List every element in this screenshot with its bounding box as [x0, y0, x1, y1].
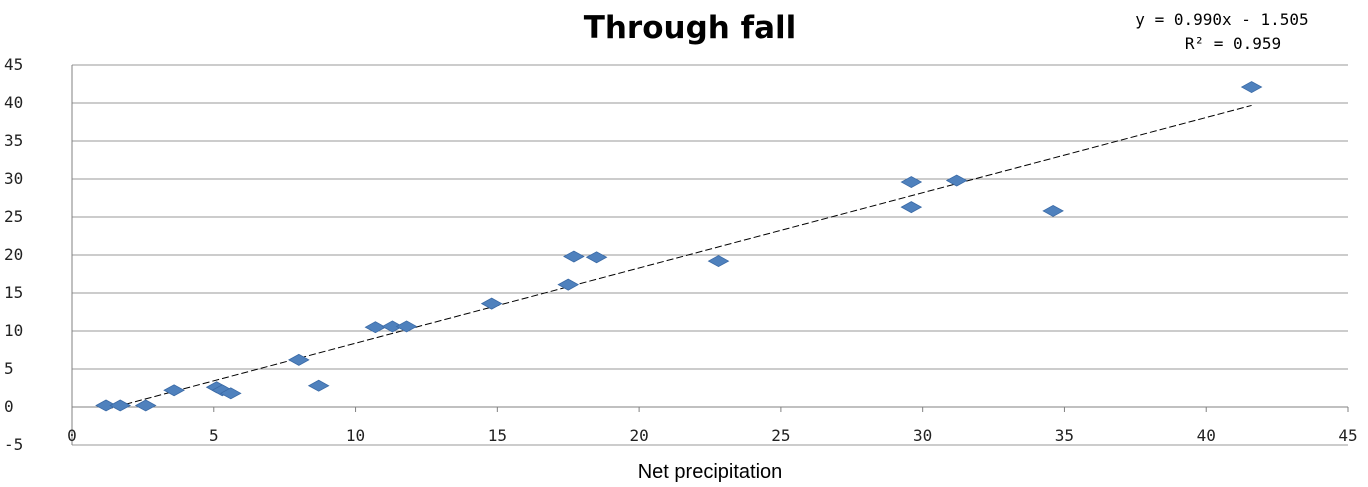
data-point [707, 255, 730, 268]
y-tick-label: 25 [4, 207, 23, 226]
y-tick-label: 5 [4, 359, 14, 378]
x-tick-labels: 0 5 10 15 20 25 30 35 40 45 [67, 426, 1357, 445]
trendline-equation: y = 0.990x - 1.505 [1135, 10, 1308, 29]
data-points [95, 81, 1263, 412]
y-tick-label: 15 [4, 283, 23, 302]
data-point [219, 387, 242, 400]
x-tick-label: 25 [771, 426, 790, 445]
axes [71, 65, 1349, 445]
x-tick-label: 40 [1197, 426, 1216, 445]
y-tick-label: 20 [4, 245, 23, 264]
data-point [395, 320, 418, 333]
x-tick-label: 45 [1338, 426, 1357, 445]
x-tick-label: 35 [1055, 426, 1074, 445]
data-point [1240, 81, 1263, 93]
x-tick-label: 15 [488, 426, 507, 445]
y-tick-label: 45 [4, 55, 23, 74]
trendline-group [105, 104, 1252, 410]
data-point [900, 201, 923, 214]
x-axis-title: Net precipitation [638, 461, 783, 483]
chart-title: Through fall [584, 10, 797, 46]
data-point [945, 174, 968, 187]
x-tick-label: 30 [913, 426, 932, 445]
x-tick-label: 20 [629, 426, 648, 445]
data-point [900, 176, 923, 188]
r-squared-label: R² = 0.959 [1185, 34, 1281, 53]
data-point [480, 297, 503, 310]
y-tick-label: -5 [4, 435, 23, 454]
x-tick-label: 10 [346, 426, 365, 445]
y-tick-label: 40 [4, 93, 23, 112]
y-tick-label: 10 [4, 321, 23, 340]
data-point [134, 399, 157, 412]
data-point [288, 353, 310, 366]
data-point [307, 379, 330, 392]
trendline [105, 104, 1252, 410]
y-tick-label: 35 [4, 131, 23, 150]
y-tick-label: 30 [4, 169, 23, 188]
data-point [163, 384, 185, 397]
data-point [109, 399, 132, 412]
gridlines [72, 64, 1348, 446]
x-tick-label: 0 [67, 426, 77, 445]
data-point [585, 251, 608, 264]
data-point [557, 278, 580, 291]
data-point [563, 250, 585, 263]
y-tick-labels: -5 0 5 10 15 20 25 30 35 40 45 [4, 55, 23, 454]
y-tick-label: 0 [4, 397, 14, 416]
x-tick-label: 5 [209, 426, 219, 445]
data-point [1042, 204, 1064, 217]
